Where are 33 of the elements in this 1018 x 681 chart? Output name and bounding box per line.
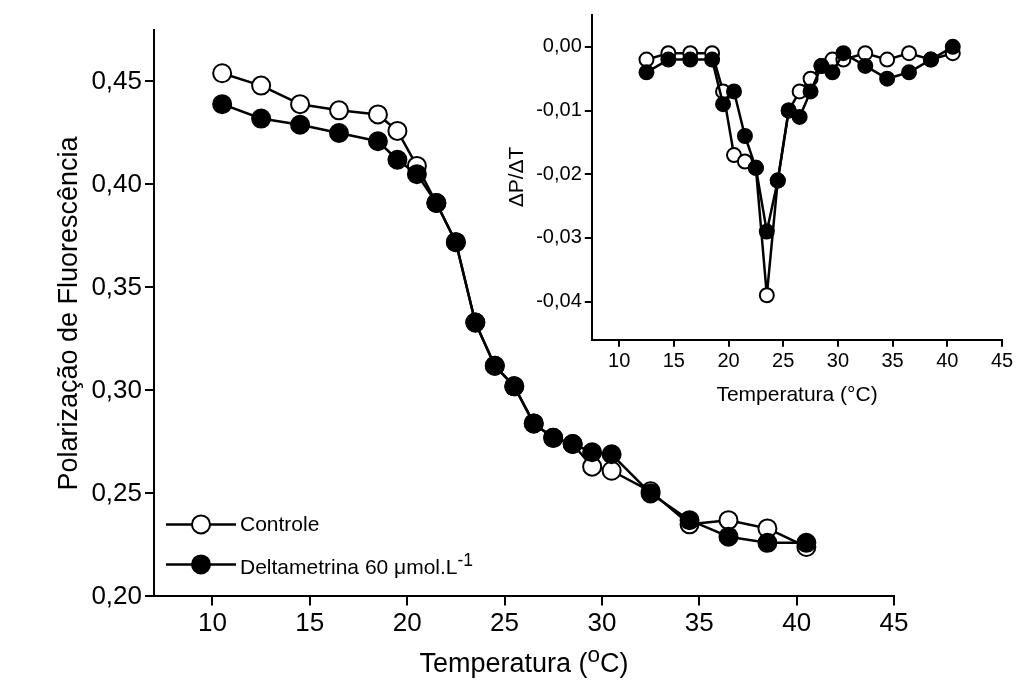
x-tick-label: 15 — [662, 349, 685, 372]
x-tick-label: 30 — [826, 349, 850, 372]
x-tick-label: 45 — [990, 349, 1014, 372]
x-tick-label: 20 — [717, 349, 740, 372]
y-tick-label: -0,01 — [536, 98, 582, 121]
x-tick-label: 10 — [197, 607, 227, 638]
x-tick-label: 25 — [772, 349, 795, 372]
y-tick-label: 0,45 — [91, 64, 142, 95]
y-tick-label: -0,03 — [536, 225, 582, 248]
y-axis-title: ΔP/ΔT — [503, 147, 528, 208]
x-tick-label: 25 — [490, 607, 519, 638]
y-tick-label: 0,25 — [91, 476, 142, 507]
y-tick-label: -0,02 — [536, 161, 582, 184]
y-tick-label: 0,20 — [91, 579, 142, 610]
x-axis-title: Temperatura ($^{o}$C) — [419, 642, 629, 679]
x-tick-label: 35 — [881, 349, 904, 372]
x-tick-label: 40 — [782, 607, 812, 638]
y-tick-label: 0,40 — [91, 167, 142, 198]
x-tick-label: 45 — [879, 607, 909, 638]
y-axis-title: Polarização de Fluorescência — [52, 136, 84, 491]
x-tick-label: 40 — [936, 349, 959, 372]
x-tick-label: 10 — [608, 349, 631, 372]
y-tick-label: 0,35 — [91, 270, 142, 301]
x-axis-title: Temperatura (°C) — [716, 382, 878, 406]
x-tick-label: 20 — [392, 607, 422, 638]
x-tick-label: 35 — [684, 607, 714, 638]
y-tick-label: 0,30 — [91, 373, 142, 404]
y-tick-label: 0,00 — [542, 34, 582, 57]
legend-label: Controle — [240, 512, 320, 537]
x-tick-label: 30 — [587, 607, 617, 638]
y-tick-label: -0,04 — [536, 289, 582, 312]
x-tick-label: 15 — [295, 607, 325, 638]
legend-label: Deltametrina 60 μmol.L$^{-1}$ — [240, 549, 474, 579]
